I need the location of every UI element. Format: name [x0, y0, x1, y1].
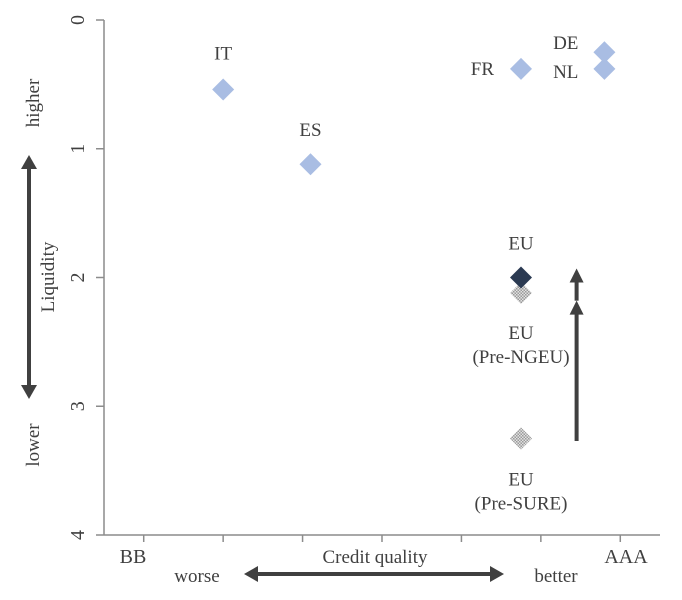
annotation-arrow: [569, 300, 584, 442]
x-axis-ticks: [142, 535, 622, 542]
point-label-nl: NL: [553, 62, 578, 83]
y-tick-label: 0: [67, 15, 89, 25]
x-direction-right: better: [534, 566, 578, 587]
point-eu-pre-ngeu: [510, 281, 532, 304]
data-points: EU (Pre-NGEU) EU (Pre-SURE) IT ES FR DE NL EU: [212, 33, 616, 514]
point-label-eu-pre-ngeu: EU (Pre-NGEU): [472, 323, 569, 368]
y-direction-top: higher: [23, 78, 44, 127]
point-es: [299, 153, 322, 176]
y-direction-bottom: lower: [23, 423, 44, 467]
x-tick-label-aaa: AAA: [604, 546, 648, 568]
point-label-it: IT: [214, 44, 232, 65]
y-tick-label: 2: [67, 273, 89, 283]
point-label-es: ES: [299, 120, 321, 141]
improvement-arrows: [569, 268, 584, 442]
point-it: [212, 78, 235, 101]
x-direction-left: worse: [174, 566, 219, 587]
x-direction-arrow: [244, 566, 504, 582]
y-direction-arrow: [21, 155, 37, 399]
y-axis-title: Liquidity: [38, 241, 59, 312]
x-tick-label-bb: BB: [120, 546, 147, 568]
point-fr: [510, 57, 532, 80]
point-nl: [593, 57, 616, 80]
point-label-de: DE: [553, 33, 578, 54]
y-axis-ticks: 0 1 2 3 4: [67, 15, 104, 540]
y-tick-label: 3: [67, 401, 89, 411]
point-label-eu: EU: [508, 234, 534, 255]
annotation-arrow: [569, 268, 584, 301]
x-axis-title: Credit quality: [322, 547, 428, 568]
y-tick-label: 1: [67, 144, 89, 154]
y-tick-label: 4: [67, 530, 89, 540]
point-eu: [510, 266, 532, 289]
point-label-eu-pre-sure: EU (Pre-SURE): [475, 469, 568, 514]
point-eu-pre-sure: [510, 427, 532, 450]
point-de: [593, 41, 616, 64]
point-label-fr: FR: [471, 59, 495, 80]
